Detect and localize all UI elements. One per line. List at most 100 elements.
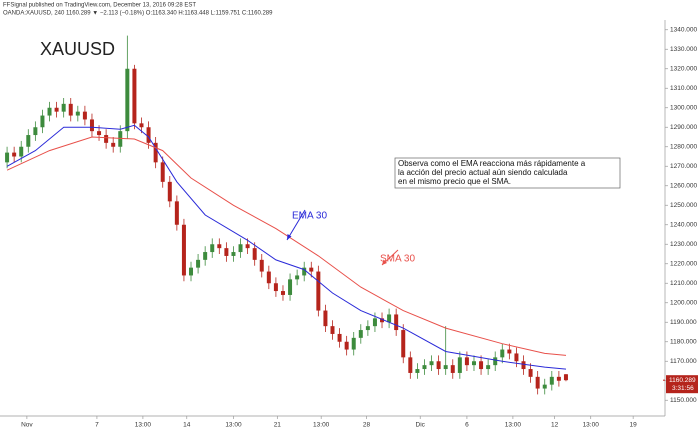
sma-arrowhead <box>382 259 387 265</box>
candle-body <box>174 201 179 225</box>
candle-body <box>196 259 201 268</box>
candle-body <box>118 131 123 147</box>
x-tick-label: 19 <box>630 422 638 429</box>
candle-body <box>394 314 399 331</box>
candle-body <box>280 291 285 295</box>
candle-body <box>132 68 137 124</box>
last-price-label: 1160.289 <box>669 377 696 384</box>
countdown-label: 3:31:56 <box>672 385 694 392</box>
indicator-line <box>6 136 567 356</box>
header-line: OANDA:XAUUSD, 240 1160.289 ▼ −2.113 (−0.… <box>3 11 273 17</box>
y-tick-label: 1170.000 <box>670 358 697 365</box>
candle-body <box>217 244 222 249</box>
y-tick-label: 1320.000 <box>670 65 697 72</box>
candle-body <box>19 146 24 157</box>
candle-body <box>309 267 314 272</box>
y-tick-label: 1280.000 <box>670 143 697 150</box>
candle-body <box>479 361 484 370</box>
y-tick-label: 1250.000 <box>670 202 697 209</box>
candle-body <box>507 349 512 354</box>
candle-body <box>387 314 392 323</box>
y-tick-label: 1220.000 <box>670 260 697 267</box>
last-price-box <box>666 375 698 394</box>
candle-body <box>40 115 45 128</box>
candle-body <box>54 107 59 112</box>
candle-body <box>563 374 568 381</box>
indicator-label: EMA 30 <box>292 211 327 222</box>
annotation-box <box>394 157 621 189</box>
symbol-title: XAUUSD <box>40 39 115 59</box>
candle-body <box>436 361 441 370</box>
y-tick-label: 1180.000 <box>670 338 697 345</box>
candle-body <box>288 279 293 295</box>
candle-body <box>89 119 94 132</box>
candle-body <box>295 275 300 280</box>
candle-body <box>429 361 434 366</box>
y-tick-label: 1310.000 <box>670 85 697 92</box>
candle-body <box>273 283 278 292</box>
candle-body <box>486 365 491 370</box>
x-tick-label: 12 <box>551 422 559 429</box>
x-tick-label: 13:00 <box>505 422 522 429</box>
y-tick-label: 1300.000 <box>670 104 697 111</box>
candle-body <box>266 271 271 284</box>
candle-body <box>457 357 462 373</box>
candle-body <box>302 267 307 276</box>
x-tick-label: 13:00 <box>135 422 152 429</box>
y-tick-label: 1330.000 <box>670 46 697 53</box>
y-tick-label: 1190.000 <box>670 319 697 326</box>
ema-arrowhead <box>287 234 292 240</box>
candle-body <box>464 357 469 366</box>
candle-body <box>344 341 349 350</box>
candle-body <box>259 259 264 272</box>
candle-body <box>61 103 66 112</box>
candle-body <box>401 330 406 358</box>
y-tick-label: 1260.000 <box>670 182 697 189</box>
y-tick-label: 1210.000 <box>670 280 697 287</box>
candle-body <box>337 333 342 342</box>
x-tick-label: 6 <box>465 422 469 429</box>
candle-body <box>26 135 31 147</box>
annotation-line: Observa como el EMA reacciona más rápida… <box>398 159 586 168</box>
candle-body <box>330 326 335 334</box>
candle-body <box>514 353 519 362</box>
candle-body <box>316 271 321 311</box>
header-line: FFSignal published on TradingView.com, D… <box>3 3 196 9</box>
candle-body <box>521 361 526 370</box>
candle-body <box>210 244 215 253</box>
candle-body <box>415 369 420 373</box>
candle-body <box>167 181 172 202</box>
candle-body <box>231 252 236 256</box>
candle-body <box>443 365 448 370</box>
candle-body <box>245 244 250 249</box>
y-tick-label: 1290.000 <box>670 124 697 131</box>
candle-body <box>380 318 385 323</box>
candle-body <box>252 248 257 260</box>
x-tick-label: Nov <box>21 422 33 429</box>
candle-body <box>422 365 427 370</box>
y-tick-label: 1270.000 <box>670 163 697 170</box>
candle-body <box>12 152 17 157</box>
x-tick-label: 7 <box>95 422 99 429</box>
x-tick-label: 21 <box>274 422 282 429</box>
candle-body <box>189 267 194 276</box>
x-tick-label: 28 <box>363 422 371 429</box>
candle-body <box>111 142 116 147</box>
y-tick-label: 1240.000 <box>670 221 697 228</box>
indicator-label: SMA 30 <box>380 254 415 265</box>
candle-body <box>358 330 363 338</box>
candle-body <box>125 68 130 132</box>
candle-body <box>33 127 38 136</box>
candle-body <box>408 357 413 373</box>
candle-body <box>139 123 144 128</box>
ema-arrow <box>286 209 306 241</box>
candle-body <box>82 111 87 120</box>
candle-body <box>351 337 356 350</box>
candle-body <box>224 248 229 256</box>
candle-body <box>542 384 547 389</box>
candle-body <box>5 152 10 163</box>
indicator-line <box>6 124 567 370</box>
y-tick-label: 1230.000 <box>670 241 697 248</box>
